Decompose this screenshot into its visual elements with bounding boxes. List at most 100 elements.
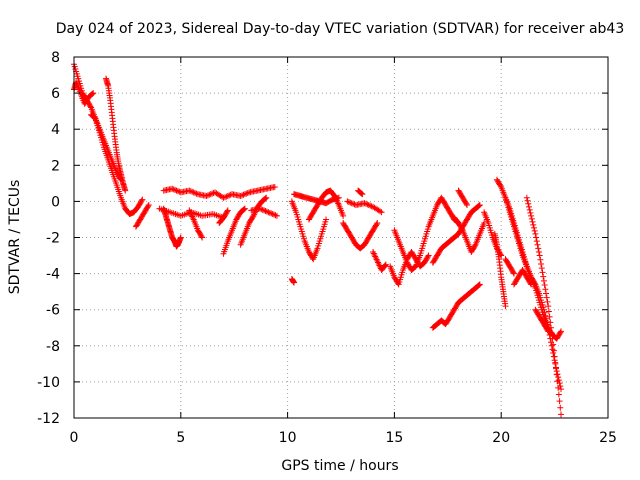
data-point xyxy=(193,190,200,197)
data-point xyxy=(203,192,210,199)
data-point xyxy=(90,114,97,121)
series-s18 xyxy=(344,198,385,216)
data-point xyxy=(476,281,483,288)
series-s16 xyxy=(305,187,347,223)
x-axis-label: GPS time / hours xyxy=(281,458,398,474)
data-point xyxy=(463,200,470,207)
data-point xyxy=(553,371,560,378)
y-tick-labels: -12 -10 -8 -6 -4 -2 0 2 4 6 8 xyxy=(37,50,60,427)
data-point xyxy=(549,335,556,342)
data-point xyxy=(471,242,478,249)
data-point xyxy=(367,202,374,209)
data-point xyxy=(543,294,550,301)
data-point xyxy=(424,253,431,260)
data-point xyxy=(244,189,251,196)
data-point xyxy=(411,264,418,271)
data-point xyxy=(543,290,550,297)
data-point xyxy=(243,190,250,197)
series-s25 xyxy=(451,214,488,255)
data-point xyxy=(345,199,352,206)
chart-title: Day 024 of 2023, Sidereal Day-to-day VTE… xyxy=(56,21,625,37)
data-point xyxy=(170,186,177,193)
x-tick-label: 10 xyxy=(279,430,297,446)
series-s20 xyxy=(288,276,298,286)
data-point xyxy=(362,200,369,207)
y-tick-label: 6 xyxy=(51,86,60,102)
data-point xyxy=(545,328,552,335)
data-point xyxy=(548,342,555,349)
data-point xyxy=(539,269,546,276)
ticks xyxy=(73,56,609,419)
data-point xyxy=(271,183,278,190)
data-point xyxy=(540,306,547,313)
data-point xyxy=(237,192,244,199)
x-tick-label: 15 xyxy=(385,430,403,446)
data-point xyxy=(545,308,552,315)
series-s35 xyxy=(502,256,518,277)
y-tick-label: -4 xyxy=(46,267,60,283)
data-point xyxy=(544,327,551,334)
data-point xyxy=(265,209,272,216)
data-point xyxy=(273,212,280,219)
data-point xyxy=(544,298,551,305)
data-point xyxy=(555,377,562,384)
data-point xyxy=(258,206,265,213)
data-point xyxy=(382,261,389,268)
data-point xyxy=(523,194,530,201)
data-point xyxy=(525,203,532,210)
data-point xyxy=(511,270,518,277)
y-tick-label: 4 xyxy=(51,122,60,138)
data-point xyxy=(87,103,94,110)
series-s10 xyxy=(220,205,248,257)
data-point xyxy=(475,282,482,289)
data-point xyxy=(550,347,557,354)
data-point xyxy=(221,194,228,201)
data-point xyxy=(554,378,561,385)
data-point xyxy=(226,192,233,199)
series-s24 xyxy=(429,202,483,266)
data-points xyxy=(71,61,565,418)
data-point xyxy=(261,207,268,214)
series-s31 xyxy=(502,194,565,393)
data-point xyxy=(204,192,211,199)
data-point xyxy=(186,187,193,194)
series-s12 xyxy=(216,207,231,227)
data-point xyxy=(531,227,538,234)
data-point xyxy=(545,303,552,310)
data-point xyxy=(530,224,537,231)
data-point xyxy=(373,221,380,228)
data-point xyxy=(347,199,354,206)
data-point xyxy=(550,341,557,348)
data-point xyxy=(138,197,145,204)
data-point xyxy=(350,200,357,207)
data-point xyxy=(261,195,268,202)
data-point xyxy=(555,384,562,391)
data-point xyxy=(122,187,129,194)
data-point xyxy=(117,175,124,182)
data-point xyxy=(555,391,562,398)
data-point xyxy=(464,202,471,209)
data-point xyxy=(263,194,270,201)
data-point xyxy=(527,280,534,287)
data-point xyxy=(271,211,278,218)
series-s7 xyxy=(160,183,278,201)
data-point xyxy=(177,234,184,241)
data-point xyxy=(540,273,547,280)
data-point xyxy=(534,241,541,248)
series-s2 xyxy=(71,79,97,107)
data-point xyxy=(547,319,554,326)
data-point xyxy=(224,192,231,199)
series-s27 xyxy=(429,281,483,331)
series-s4 xyxy=(88,111,124,183)
data-point xyxy=(382,262,389,269)
x-tick-label: 20 xyxy=(492,430,510,446)
data-point xyxy=(268,210,275,217)
data-point xyxy=(552,359,559,366)
series-s19 xyxy=(355,187,366,198)
data-point xyxy=(241,205,248,212)
series-s8 xyxy=(156,205,227,221)
data-point xyxy=(475,203,482,210)
data-point xyxy=(172,186,179,193)
data-point xyxy=(117,176,124,183)
series-s21 xyxy=(370,248,389,273)
